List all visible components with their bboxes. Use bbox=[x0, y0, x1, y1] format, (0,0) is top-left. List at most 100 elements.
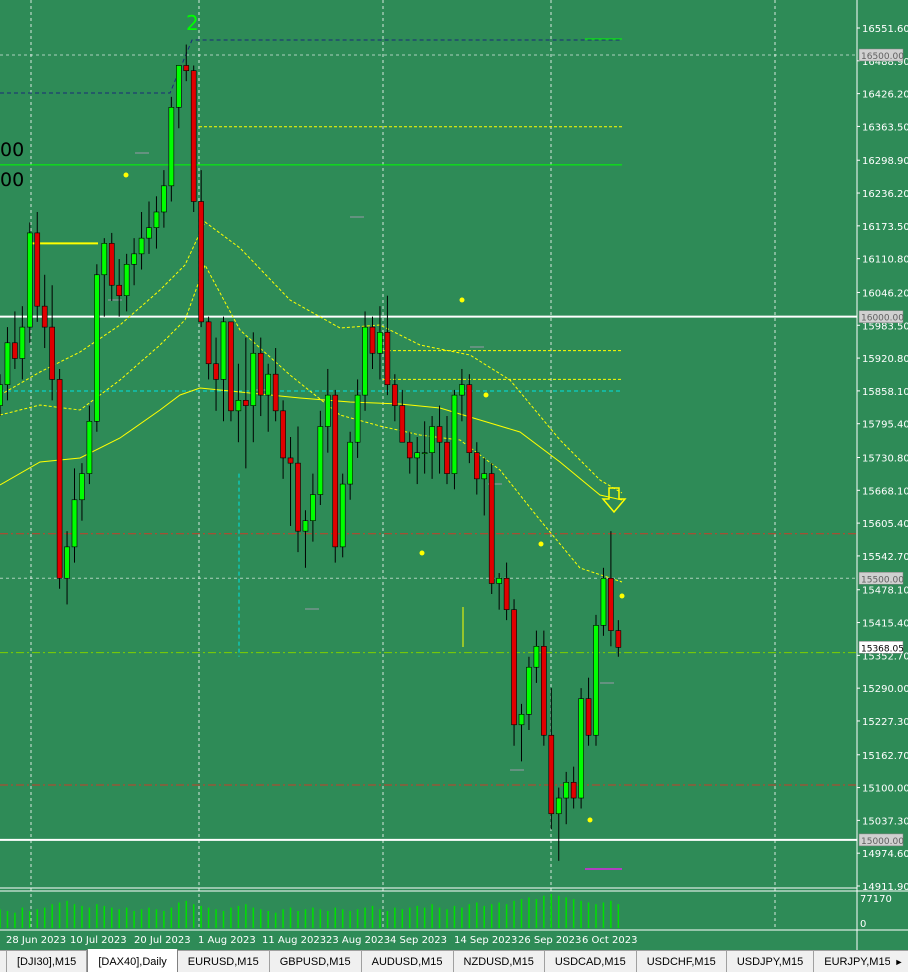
price-tag bbox=[858, 572, 904, 585]
candle-body bbox=[459, 384, 465, 396]
candle-body bbox=[235, 400, 242, 412]
price-chart[interactable]: 2 00 00 16551.60 16488.90 16426.20 16363.50 162… bbox=[0, 0, 908, 950]
high-trend-line bbox=[0, 39, 622, 94]
candle-body bbox=[444, 441, 450, 474]
candle-body bbox=[131, 253, 137, 265]
candle-body bbox=[362, 326, 368, 396]
tab-label: AUDUSD,M15 bbox=[371, 955, 443, 968]
y-axis-label: 16046.20 bbox=[862, 288, 908, 299]
price-tag-label: 15500.00 bbox=[861, 575, 904, 585]
envelope-upper-band bbox=[0, 221, 623, 494]
candle-body bbox=[56, 379, 63, 579]
candle-body bbox=[399, 405, 406, 443]
signal-dot bbox=[587, 817, 593, 823]
candle-body bbox=[198, 201, 204, 323]
candle-body bbox=[213, 363, 219, 380]
candle-body bbox=[19, 326, 26, 359]
candle-body bbox=[414, 452, 421, 459]
candle-body bbox=[295, 462, 301, 532]
y-axis-label: 15795.40 bbox=[862, 420, 908, 431]
tab-usdjpy-m15[interactable]: USDJPY,M15 bbox=[727, 951, 815, 972]
candle-body bbox=[205, 321, 212, 365]
candle-body bbox=[555, 797, 562, 815]
wave-label: 2 bbox=[186, 11, 199, 35]
y-axis-label: 15668.10 bbox=[862, 486, 908, 497]
tab-eurjpy-m15[interactable]: EURJPY,M15 bbox=[814, 951, 902, 972]
x-axis-label: 23 Aug 2023 bbox=[326, 935, 390, 946]
candle-body bbox=[302, 520, 309, 532]
y-axis-label: 16173.50 bbox=[862, 222, 908, 233]
candle-body bbox=[406, 441, 413, 459]
candle-body bbox=[108, 243, 115, 286]
tab-dax40-daily[interactable]: [DAX40],Daily bbox=[87, 949, 178, 972]
candle-body bbox=[116, 284, 122, 297]
tab-label: NZDUSD,M15 bbox=[463, 955, 534, 968]
y-axis-label: 15858.10 bbox=[862, 387, 908, 398]
y-axis-label: 16298.90 bbox=[862, 156, 908, 167]
y-axis-label: 15290.00 bbox=[862, 684, 908, 695]
y-axis-label: 15100.00 bbox=[862, 784, 908, 795]
tab-usdchf-m15[interactable]: USDCHF,M15 bbox=[637, 951, 727, 972]
candle-body bbox=[578, 698, 584, 799]
tab-usdcad-m15[interactable]: USDCAD,M15 bbox=[545, 951, 637, 972]
price-tag-label: 16000.00 bbox=[861, 314, 904, 324]
candle-body bbox=[347, 441, 353, 485]
candle-body bbox=[585, 698, 592, 736]
left-price-label: 00 bbox=[0, 139, 24, 161]
signal-dot bbox=[419, 550, 425, 556]
candle-body bbox=[310, 494, 316, 522]
candle-body bbox=[220, 321, 227, 380]
candle-body bbox=[526, 666, 532, 715]
tab-eurusd-m15[interactable]: EURUSD,M15 bbox=[178, 951, 270, 972]
price-tag-label: 15000.00 bbox=[861, 837, 904, 847]
tab-label: USDJPY,M15 bbox=[736, 955, 804, 968]
candle-body bbox=[421, 452, 428, 454]
y-axis-label: 15352.70 bbox=[862, 651, 908, 662]
candle-body bbox=[101, 243, 108, 276]
candle-body bbox=[86, 420, 93, 474]
candle-body bbox=[138, 237, 145, 255]
candle-body bbox=[466, 384, 473, 453]
left-price-label: 00 bbox=[0, 169, 24, 191]
signal-dot bbox=[619, 593, 625, 599]
candle-body bbox=[168, 107, 175, 187]
signal-dot bbox=[123, 172, 129, 178]
candle-body bbox=[190, 70, 197, 202]
y-axis-label: 15542.70 bbox=[862, 552, 908, 563]
signal-dot bbox=[459, 297, 465, 303]
volume-axis-label: 77170 bbox=[860, 894, 892, 905]
y-axis-label: 15227.30 bbox=[862, 717, 908, 728]
candle-body bbox=[123, 264, 130, 297]
x-axis-label: 1 Aug 2023 bbox=[198, 935, 256, 946]
tab-gbpusd-m15[interactable]: GBPUSD,M15 bbox=[270, 951, 362, 972]
y-axis-label: 15415.40 bbox=[862, 619, 908, 630]
candle-body bbox=[49, 326, 55, 380]
candle-body bbox=[79, 473, 85, 501]
x-axis-label: 4 Sep 2023 bbox=[390, 935, 447, 946]
candle-body bbox=[481, 473, 488, 480]
tab-scroll-right-button[interactable]: ► bbox=[890, 951, 908, 972]
candle-body bbox=[548, 734, 555, 815]
candle-body bbox=[34, 232, 41, 307]
price-tag bbox=[858, 48, 904, 62]
candle-body bbox=[451, 394, 458, 474]
candle-body bbox=[488, 473, 495, 584]
candle-body bbox=[287, 457, 294, 464]
chart-canvas[interactable]: 2 00 00 16551.60 16488.90 16426.20 16363.50 162… bbox=[0, 0, 908, 950]
tab-label: [DAX40],Daily bbox=[98, 955, 167, 968]
candle-body bbox=[593, 625, 599, 736]
tab-label: USDCAD,M15 bbox=[554, 955, 626, 968]
y-axis-label: 16551.60 bbox=[862, 24, 908, 35]
tab-dji30-m15[interactable]: [DJI30],M15 bbox=[7, 951, 88, 972]
candle-body bbox=[354, 394, 361, 443]
y-axis-label: 16110.80 bbox=[862, 255, 908, 266]
candle-body bbox=[228, 321, 234, 412]
price-tag bbox=[858, 310, 904, 323]
y-axis-label: 15162.70 bbox=[862, 751, 908, 762]
tab-nzdusd-m15[interactable]: NZDUSD,M15 bbox=[454, 951, 545, 972]
down-arrow-icon bbox=[601, 487, 627, 514]
candle-body bbox=[377, 332, 383, 354]
tab-audusd-m15[interactable]: AUDUSD,M15 bbox=[362, 951, 454, 972]
candle-body bbox=[250, 352, 257, 406]
tab-label: [DJI30],M15 bbox=[17, 955, 77, 968]
